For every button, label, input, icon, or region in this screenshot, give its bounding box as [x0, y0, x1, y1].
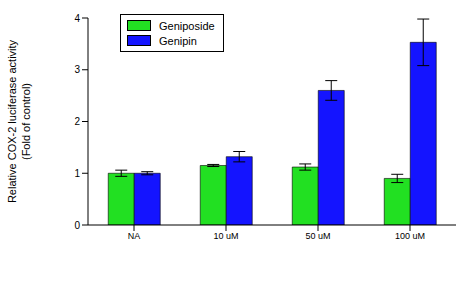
- html-text:Geniposide: Geniposide: [159, 19, 215, 32]
- svg-text:0: 0: [74, 220, 80, 231]
- svg-text:Relative COX-2 luciferase acti: Relative COX-2 luciferase activity: [8, 39, 18, 203]
- svg-text:10 uM: 10 uM: [213, 231, 238, 241]
- svg-text:3: 3: [74, 64, 80, 75]
- html-text:Genipin: Genipin: [159, 34, 197, 47]
- svg-text:2: 2: [74, 116, 80, 127]
- svg-text:4: 4: [74, 13, 80, 24]
- svg-text:50 uM: 50 uM: [305, 231, 330, 241]
- svg-text:(Fold of control): (Fold of control): [20, 83, 32, 160]
- svg-text:1: 1: [74, 168, 80, 179]
- svg-text:NA: NA: [128, 231, 141, 241]
- svg-text:100 uM: 100 uM: [395, 231, 425, 241]
